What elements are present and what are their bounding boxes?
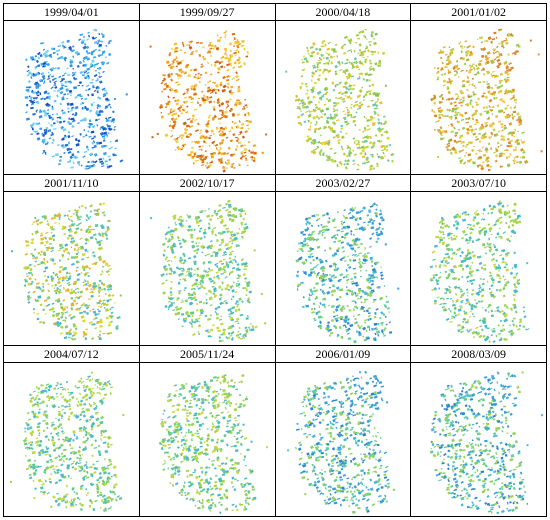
map-image [286,370,395,514]
map-image [10,371,125,513]
map-image [24,28,128,170]
map-panel: 2005/11/24 [139,346,276,517]
map-image [11,202,122,341]
panel-date-label: 2001/01/02 [411,4,546,21]
map-grid: 1999/04/01 1999/09/27 2000/04/18 2001/01/02… [3,3,547,517]
panel-date-label: 1999/09/27 [139,4,275,21]
map-image [158,374,268,515]
map-panel: 2003/07/10 [411,175,547,346]
panel-date-label: 2006/01/09 [275,346,411,363]
panel-date-label: 2000/04/18 [275,4,411,21]
map-image [284,28,394,171]
map-panel: 2001/11/10 [4,175,140,346]
panel-date-label: 2001/11/10 [4,175,139,192]
map-panel: 2001/01/02 [411,4,547,175]
map-panel: 2002/10/17 [139,175,276,346]
map-image [430,371,544,514]
panel-date-label: 2005/11/24 [139,346,275,363]
map-image [294,202,399,344]
map-panel: 1999/09/27 [139,4,276,175]
map-image [149,199,266,343]
panel-date-label: 2003/07/10 [411,175,546,192]
map-panel: 2000/04/18 [275,4,412,175]
map-panel: 1999/04/01 [4,4,140,175]
panel-date-label: 2003/02/27 [275,175,411,192]
map-panel: 2008/03/09 [411,346,547,517]
map-image [430,28,543,172]
map-panel: 2006/01/09 [275,346,412,517]
panel-date-label: 2004/07/12 [4,346,139,363]
map-image [149,30,267,173]
panel-date-label: 1999/04/01 [4,4,139,21]
map-image [430,200,530,343]
panel-date-label: 2008/03/09 [411,346,546,363]
map-panel: 2004/07/12 [4,346,140,517]
map-panel: 2003/02/27 [275,175,412,346]
panel-date-label: 2002/10/17 [139,175,275,192]
